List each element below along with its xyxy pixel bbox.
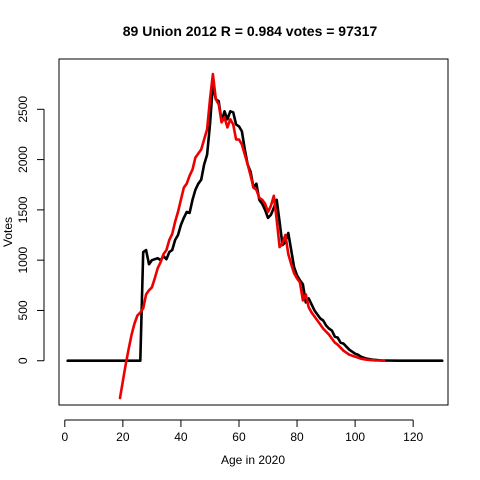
x-tick-label: 60 [232, 430, 246, 444]
x-axis: 0 20 40 60 80 100 120 [61, 419, 423, 444]
x-tick-label: 20 [116, 430, 130, 444]
y-axis-label: Votes [1, 217, 15, 247]
y-tick-label: 1000 [16, 246, 30, 273]
x-tick-label: 120 [403, 430, 423, 444]
y-tick-label: 500 [16, 300, 30, 320]
x-tick-label: 40 [174, 430, 188, 444]
x-tick-label: 0 [61, 430, 68, 444]
y-tick-label: 0 [16, 357, 30, 364]
series-layer [66, 72, 444, 400]
plot-frame [58, 58, 449, 406]
y-tick-label: 1500 [16, 196, 30, 223]
x-axis-label: Age in 2020 [221, 453, 285, 467]
y-axis: 0 500 1000 1500 2000 2500 [16, 96, 45, 364]
y-tick-label: 2500 [16, 96, 30, 123]
series-line-red [118, 72, 386, 400]
series-line-black [66, 82, 444, 363]
x-tick-label: 80 [290, 430, 304, 444]
y-tick-label: 2000 [16, 146, 30, 173]
x-tick-label: 100 [345, 430, 365, 444]
chart-title: 89 Union 2012 R = 0.984 votes = 97317 [123, 23, 378, 39]
